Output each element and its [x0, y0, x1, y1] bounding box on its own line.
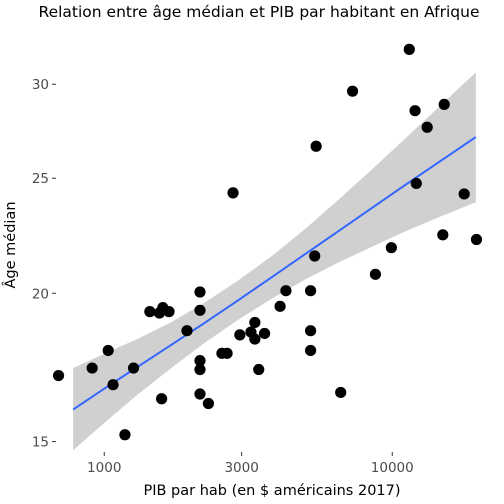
data-point	[421, 121, 433, 133]
data-point	[119, 429, 131, 441]
data-point	[163, 306, 175, 318]
y-tick-label: 20	[32, 286, 49, 302]
data-point	[227, 187, 239, 199]
data-point	[305, 344, 317, 357]
data-point	[221, 347, 233, 359]
y-tick-label: 15	[32, 435, 49, 451]
data-point	[369, 268, 382, 280]
chart-title: Relation entre âge médian et PIB par hab…	[39, 3, 480, 21]
data-point	[403, 43, 415, 55]
data-point	[258, 327, 271, 340]
x-axis-title: PIB par hab (en $ américains 2017)	[143, 483, 400, 499]
data-point	[52, 369, 65, 382]
data-point	[346, 85, 359, 97]
data-point	[335, 386, 347, 399]
data-point	[470, 233, 483, 246]
data-point	[234, 329, 246, 341]
data-point	[310, 140, 322, 152]
data-point	[409, 105, 421, 117]
data-point	[280, 285, 292, 297]
confidence-band	[73, 72, 476, 451]
data-point	[305, 325, 317, 337]
data-point	[194, 355, 206, 367]
x-tick-label: 1000	[87, 460, 121, 476]
data-point	[102, 344, 114, 357]
x-tick-label: 10000	[371, 460, 414, 476]
data-point	[249, 333, 261, 345]
data-point	[249, 316, 261, 329]
data-point	[127, 362, 140, 374]
data-point	[385, 242, 397, 254]
data-point	[156, 393, 168, 405]
data-point	[437, 229, 449, 241]
confidence-band-layer	[73, 72, 476, 451]
data-point	[107, 379, 119, 391]
data-point	[181, 325, 193, 337]
y-axis-title: Âge médian	[1, 201, 19, 288]
data-point	[274, 300, 286, 312]
y-tick-label: 25	[32, 171, 49, 187]
data-point	[253, 363, 265, 376]
data-point	[309, 250, 321, 262]
x-tick-label: 3000	[224, 460, 258, 476]
data-point	[305, 285, 317, 297]
y-tick-label: 30	[32, 77, 49, 93]
data-point	[86, 362, 98, 374]
data-point	[202, 397, 215, 410]
data-point	[438, 98, 450, 110]
data-point	[410, 177, 422, 190]
data-point	[194, 363, 206, 376]
data-point	[144, 306, 156, 318]
data-point	[194, 304, 206, 316]
y-axis: 15 20 25 30	[32, 77, 56, 451]
data-point	[194, 286, 206, 298]
data-points-layer	[52, 43, 483, 441]
data-point	[194, 388, 206, 400]
data-point	[458, 188, 470, 200]
x-axis: 1000 3000 10000	[87, 452, 414, 476]
